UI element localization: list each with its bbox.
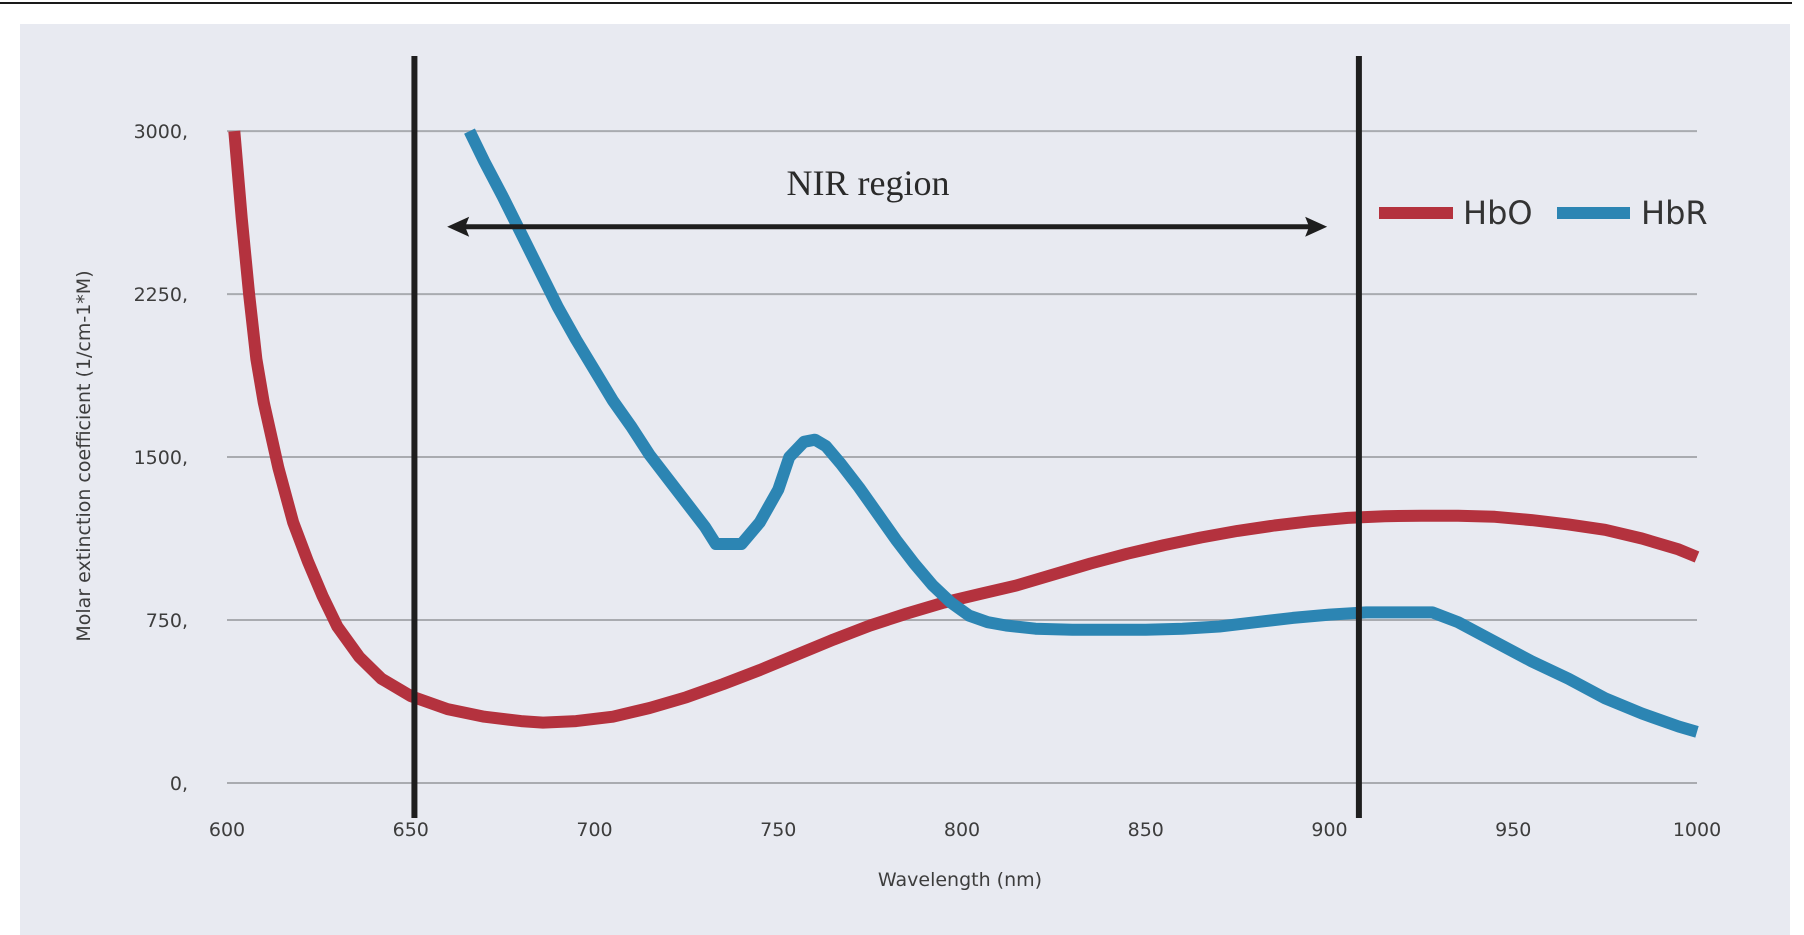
- x-tick-label: 800: [944, 819, 980, 841]
- region-boundaries: [411, 56, 1362, 818]
- legend-swatch-hbr: [1557, 207, 1630, 219]
- arrowhead-right-icon: [1305, 216, 1328, 237]
- arrowhead-left-icon: [447, 216, 470, 237]
- series-lines: [228, 128, 1700, 738]
- y-tick-label: 3000,: [134, 121, 188, 143]
- x-tick-label: 950: [1495, 819, 1531, 841]
- nir-region-arrow: [447, 216, 1328, 237]
- x-tick-label: 600: [209, 819, 245, 841]
- series-line-hbr: [464, 128, 1699, 738]
- y-tick-label: 2250,: [134, 284, 188, 306]
- nir-region-label: NIR region: [787, 163, 950, 203]
- y-tick-label: 0,: [170, 773, 188, 795]
- y-tick-label: 1500,: [134, 447, 188, 469]
- x-tick-label: 700: [576, 819, 612, 841]
- top-rule: [0, 2, 1792, 4]
- legend-label-hbo: HbO: [1463, 194, 1533, 232]
- y-tick-label: 750,: [146, 610, 188, 632]
- series-line-hbo: [228, 130, 1700, 729]
- y-axis-label: Molar extinction coefficient (1/cm-1*M): [73, 270, 95, 641]
- y-axis-ticks: 0, 750, 1500, 2250, 3000,: [134, 121, 188, 795]
- x-tick-label: 650: [393, 819, 429, 841]
- x-tick-label: 750: [760, 819, 796, 841]
- legend-label-hbr: HbR: [1641, 194, 1708, 232]
- x-axis-ticks: 600 650 700 750 800 850 900 950 1000: [209, 819, 1721, 841]
- legend-swatch-hbo: [1379, 207, 1453, 219]
- x-tick-label: 900: [1311, 819, 1347, 841]
- x-tick-label: 850: [1128, 819, 1164, 841]
- x-axis-label: Wavelength (nm): [878, 869, 1042, 891]
- x-tick-label: 1000: [1673, 819, 1721, 841]
- legend: HbO HbR: [1379, 194, 1708, 232]
